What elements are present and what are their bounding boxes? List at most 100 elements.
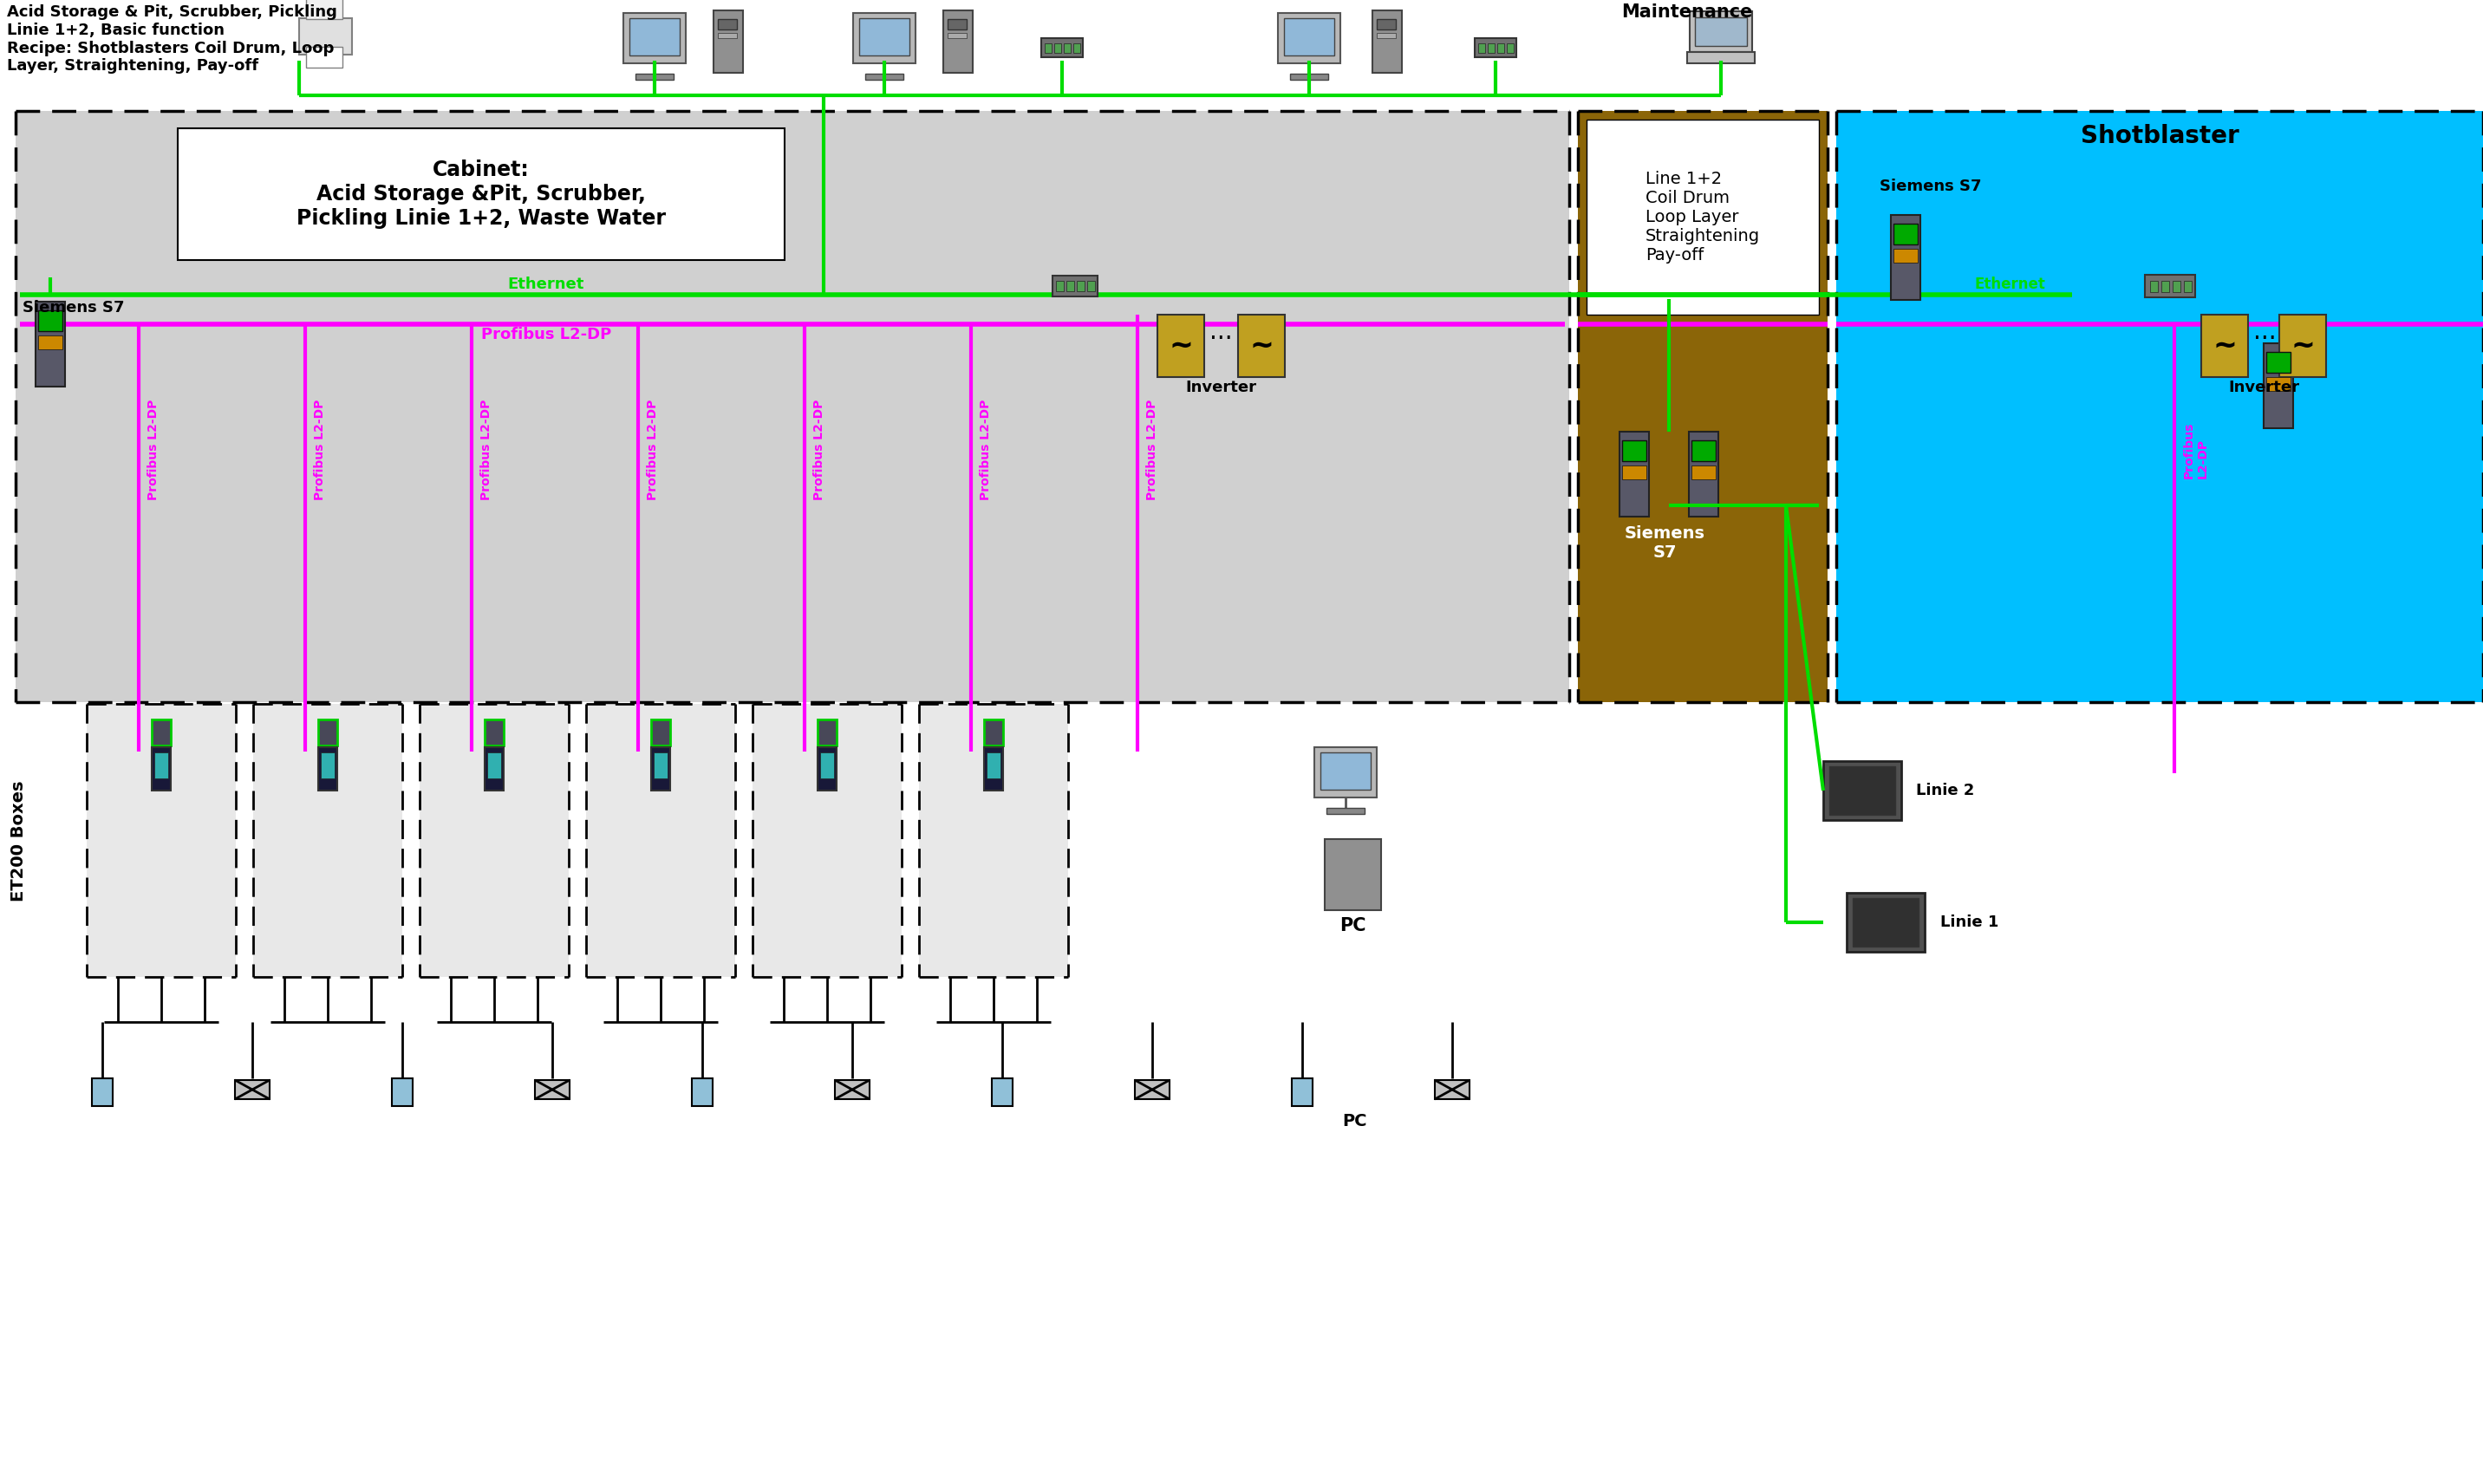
Bar: [2264, 343, 2292, 427]
Bar: [991, 1079, 1013, 1106]
Bar: [817, 720, 837, 745]
Text: Profibus L2-DP: Profibus L2-DP: [646, 399, 658, 500]
Bar: [15, 111, 1569, 702]
Bar: [37, 310, 62, 331]
Bar: [87, 703, 236, 976]
Text: ...: ...: [1209, 321, 1232, 344]
Bar: [2267, 377, 2292, 390]
Text: Inverter: Inverter: [1184, 380, 1256, 395]
Bar: [420, 703, 569, 976]
Bar: [1686, 52, 1755, 64]
Bar: [35, 301, 65, 386]
Text: PC: PC: [1343, 1113, 1368, 1129]
Text: ~: ~: [1169, 331, 1192, 361]
Bar: [817, 748, 837, 791]
Bar: [318, 720, 338, 745]
Bar: [305, 47, 343, 68]
Text: Linie 1: Linie 1: [1939, 914, 1999, 930]
Bar: [1847, 893, 1924, 951]
Bar: [919, 703, 1068, 976]
Bar: [834, 1080, 869, 1100]
Bar: [37, 335, 62, 349]
Bar: [693, 1079, 713, 1106]
Bar: [179, 128, 785, 260]
Bar: [1477, 43, 1485, 52]
Bar: [305, 0, 343, 19]
Bar: [2183, 280, 2192, 292]
Bar: [1696, 16, 1748, 46]
Bar: [2267, 352, 2292, 372]
Text: ET200 Boxes: ET200 Boxes: [10, 781, 27, 901]
Text: ~: ~: [2212, 331, 2237, 361]
Bar: [636, 73, 673, 80]
Bar: [1321, 752, 1371, 789]
Bar: [1507, 43, 1515, 52]
Bar: [151, 748, 171, 791]
Bar: [1497, 43, 1505, 52]
Bar: [487, 752, 502, 779]
Bar: [819, 752, 834, 779]
Bar: [1691, 441, 1716, 462]
Text: ...: ...: [2252, 321, 2277, 344]
Text: Ethernet: Ethernet: [1974, 276, 2046, 292]
Bar: [1157, 315, 1204, 377]
Bar: [484, 720, 504, 745]
Bar: [1055, 43, 1060, 52]
Bar: [983, 748, 1003, 791]
Bar: [586, 703, 735, 976]
Bar: [986, 752, 1001, 779]
Bar: [983, 720, 1003, 745]
Bar: [2202, 315, 2247, 377]
Text: Ethernet: Ethernet: [509, 276, 584, 292]
Bar: [1073, 43, 1080, 52]
Text: ~: ~: [1249, 331, 1274, 361]
Bar: [1688, 432, 1718, 516]
Bar: [320, 752, 335, 779]
Bar: [1068, 280, 1075, 291]
Bar: [1621, 441, 1646, 462]
Bar: [1587, 120, 1820, 315]
Text: Linie 2: Linie 2: [1917, 782, 1974, 798]
Bar: [1291, 73, 1328, 80]
Bar: [1045, 43, 1050, 52]
Text: Maintenance: Maintenance: [1621, 3, 1753, 21]
Text: Profibus L2-DP: Profibus L2-DP: [313, 399, 325, 500]
Bar: [653, 752, 668, 779]
Bar: [1435, 1080, 1470, 1100]
Bar: [1088, 280, 1095, 291]
Text: ~: ~: [2292, 331, 2314, 361]
Text: Profibus L2-DP: Profibus L2-DP: [814, 399, 824, 500]
Bar: [2160, 280, 2168, 292]
Bar: [949, 33, 966, 39]
Bar: [534, 1080, 569, 1100]
Text: Inverter: Inverter: [2227, 380, 2299, 395]
Bar: [859, 18, 909, 56]
Bar: [1892, 249, 1917, 263]
Bar: [1688, 12, 1753, 52]
Bar: [2150, 280, 2158, 292]
Bar: [1837, 111, 2483, 702]
Bar: [1314, 748, 1376, 797]
Text: Siemens S7: Siemens S7: [1880, 178, 1981, 194]
Bar: [1078, 280, 1085, 291]
Bar: [151, 720, 171, 745]
Bar: [1830, 766, 1895, 815]
Bar: [1892, 215, 1919, 300]
Bar: [718, 33, 737, 39]
Bar: [1621, 466, 1646, 479]
Bar: [1135, 1080, 1169, 1100]
Bar: [1376, 33, 1395, 39]
Bar: [392, 1079, 412, 1106]
Bar: [623, 13, 685, 62]
Text: Profibus L2-DP: Profibus L2-DP: [482, 326, 611, 343]
Bar: [1577, 111, 1827, 702]
Bar: [1475, 39, 1517, 58]
Bar: [1053, 276, 1097, 297]
Bar: [631, 18, 680, 56]
Bar: [253, 703, 402, 976]
Bar: [1373, 10, 1403, 73]
Text: Profibus L2-DP: Profibus L2-DP: [146, 399, 159, 500]
Bar: [1619, 432, 1649, 516]
Bar: [1284, 18, 1333, 56]
Bar: [1291, 1079, 1314, 1106]
